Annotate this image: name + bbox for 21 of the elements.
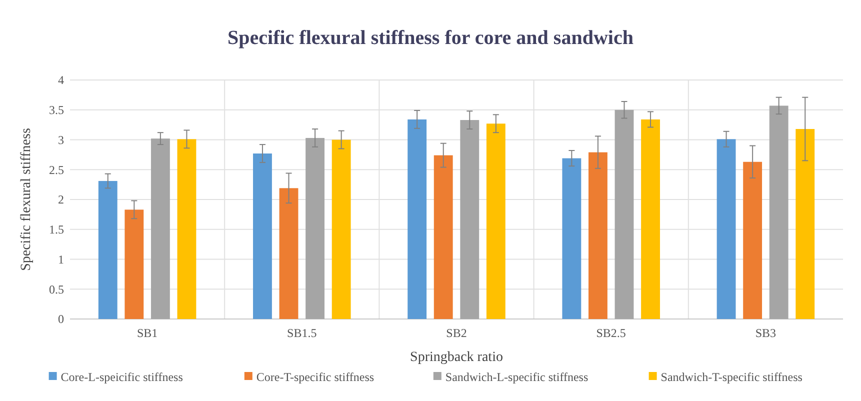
- legend-label: Sandwich-L-specific stiffness: [445, 370, 588, 384]
- legend-label: Core-T-specific stiffness: [256, 370, 374, 384]
- x-tick-label: SB1: [136, 326, 158, 340]
- y-tick-label: 4: [58, 73, 64, 88]
- y-tick-label: 1: [58, 252, 64, 266]
- x-axis-title: Springback ratio: [410, 350, 503, 365]
- y-tick-label: 3: [58, 132, 64, 147]
- x-tick-label: SB2: [446, 326, 467, 340]
- x-tick-label: SB3: [755, 326, 776, 340]
- chart-title: Specific flexural stiffness for core and sandwich: [228, 27, 634, 49]
- y-tick-label: 2: [58, 192, 64, 207]
- y-tick-label: 2.5: [49, 162, 64, 177]
- legend-label: Core-L-speicific stiffness: [60, 370, 184, 384]
- y-axis-title: Specific flexural stiffness: [19, 128, 34, 271]
- x-tick-label: SB2.5: [596, 326, 626, 340]
- legend-label: Sandwich-T-specific stiffness: [660, 370, 803, 384]
- y-tick-label: 0: [58, 312, 64, 326]
- x-tick-label: SB1.5: [287, 326, 317, 340]
- y-tick-label: 3.5: [49, 103, 64, 118]
- y-tick-label: 1.5: [49, 222, 64, 237]
- y-tick-label: 0.5: [49, 282, 64, 296]
